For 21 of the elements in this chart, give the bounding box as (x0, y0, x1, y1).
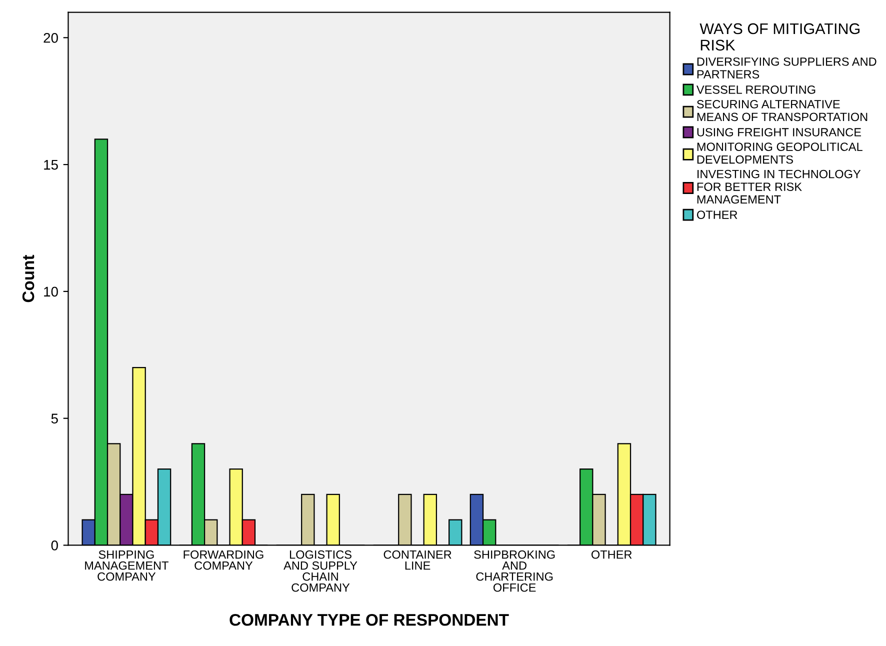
x-tick-label: SHIPBROKING AND CHARTERING OFFICE (474, 550, 555, 592)
y-tick-label: 10 (44, 286, 58, 297)
x-axis-title: COMPANY TYPE OF RESPONDENT (230, 614, 509, 626)
x-tick-label: SHIPPING MANAGEMENT COMPANY (85, 550, 168, 581)
y-tick-label: 15 (44, 160, 58, 170)
legend-label: VESSEL REROUTING (696, 85, 816, 94)
x-tick-label: CONTAINER LINE (384, 550, 452, 570)
legend-title: WAYS OF MITIGATING RISK (700, 23, 860, 51)
y-axis-title: Count (22, 254, 34, 302)
x-tick-label: LOGISTICS AND SUPPLY CHAIN COMPANY (284, 550, 358, 592)
x-tick-label: FORWARDING COMPANY (184, 550, 264, 570)
x-tick-label: OTHER (591, 550, 632, 559)
legend-label: USING FREIGHT INSURANCE (697, 128, 862, 136)
legend-label: MONITORING GEOPOLITICAL DEVELOPMENTS (697, 142, 862, 164)
legend-label: SECURING ALTERNATIVE MEANS OF TRANSPORTATION (696, 100, 868, 122)
legend-label: INVESTING IN TECHNOLOGY FOR BETTER RISK MANAGEMENT (697, 170, 861, 204)
y-tick-label: 0 (51, 540, 58, 550)
y-tick-label: 20 (44, 32, 58, 43)
legend-label: DIVERSIFYING SUPPLIERS AND PARTNERS (697, 57, 876, 79)
legend-label: OTHER (696, 210, 738, 219)
y-tick-label: 5 (51, 414, 58, 424)
